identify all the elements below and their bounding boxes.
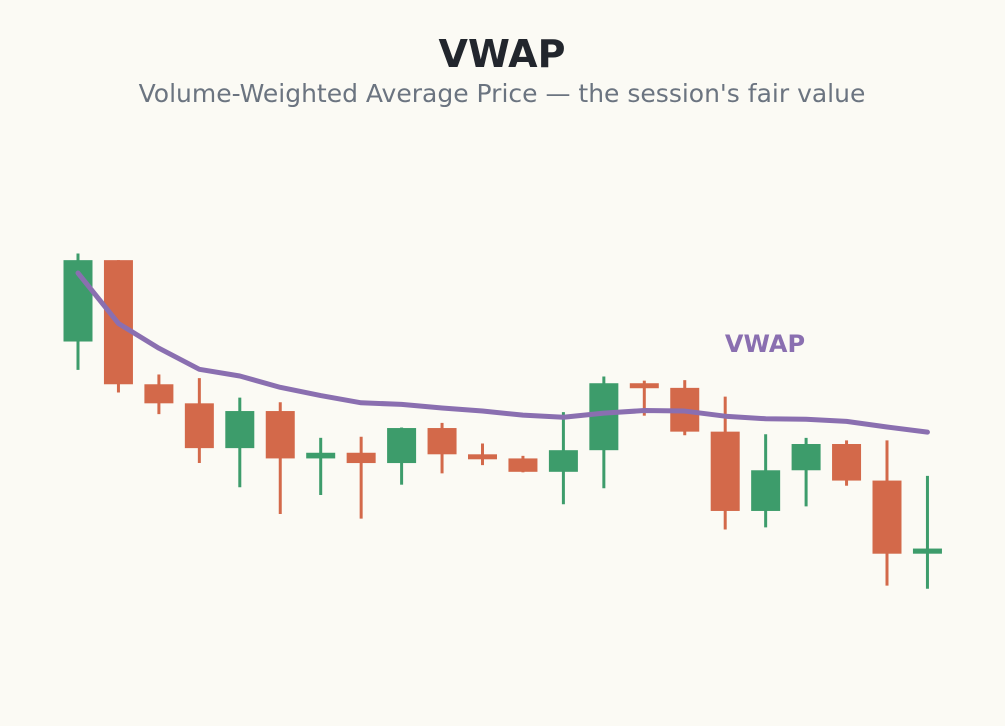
candle-body-down bbox=[832, 444, 862, 481]
candle-body-down bbox=[427, 428, 457, 455]
candle-body-up bbox=[589, 383, 619, 451]
candle-body-down bbox=[872, 480, 902, 554]
candle-body-up bbox=[751, 470, 781, 511]
chart-subtitle: Volume-Weighted Average Price — the sess… bbox=[139, 79, 866, 108]
candle-body-down bbox=[346, 452, 376, 464]
candles-group bbox=[63, 253, 942, 589]
vwap-series-label: VWAP bbox=[725, 330, 805, 358]
vwap-line bbox=[75, 270, 930, 435]
chart-title: VWAP bbox=[439, 32, 566, 76]
candle-body-up bbox=[791, 444, 821, 471]
candle-body-up bbox=[225, 411, 255, 449]
candle-body-down bbox=[184, 403, 214, 449]
candle-body-down bbox=[265, 411, 295, 459]
candle-body-up bbox=[548, 450, 578, 472]
candle-body-down bbox=[629, 383, 659, 389]
candle-body-down bbox=[468, 454, 497, 460]
candle-body-down bbox=[710, 431, 740, 511]
candle-body-up bbox=[387, 428, 417, 464]
candle-body-down bbox=[508, 458, 538, 472]
candle-body-up bbox=[912, 548, 942, 554]
candle-body-down bbox=[144, 384, 174, 404]
candle-body-up bbox=[306, 452, 336, 459]
